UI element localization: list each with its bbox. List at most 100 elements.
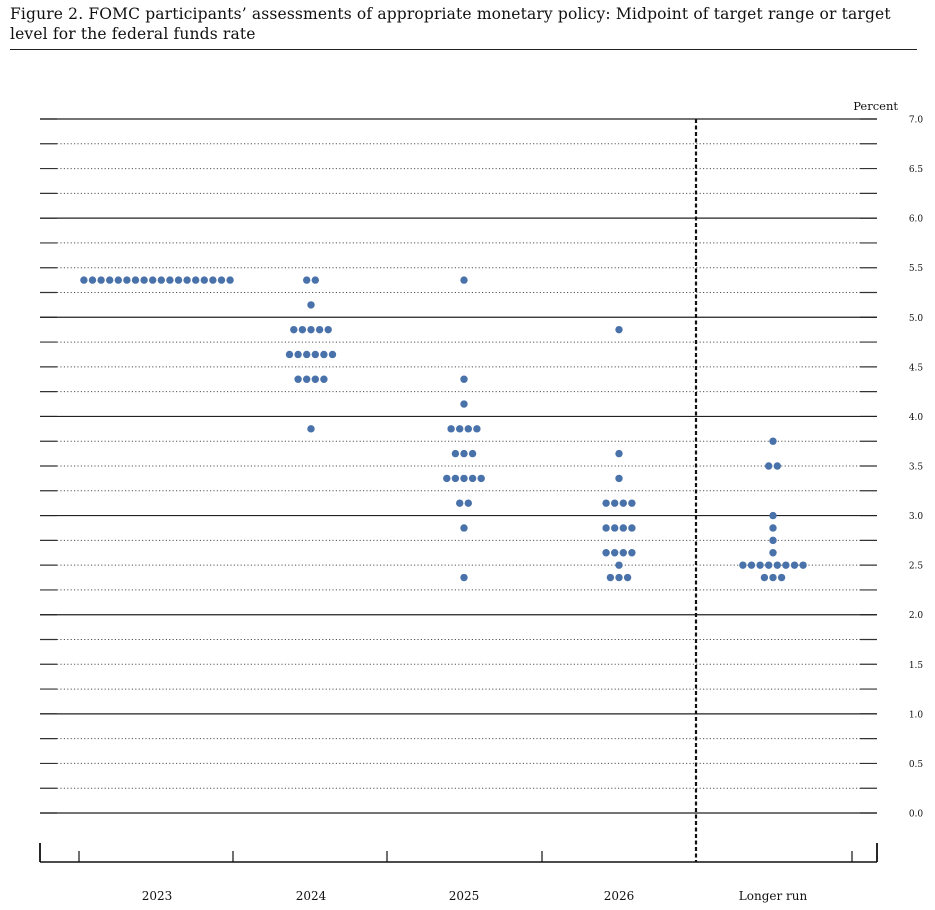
participant-dot [294, 375, 302, 383]
participant-dot [611, 524, 619, 532]
participant-dot [769, 536, 777, 545]
participant-dot [311, 276, 319, 284]
participant-dot [628, 499, 636, 507]
participant-dot [320, 375, 328, 383]
participant-dot [456, 499, 464, 507]
participant-dot [157, 276, 165, 284]
participant-dot [303, 276, 311, 284]
participant-dot [303, 350, 311, 359]
participant-dot [760, 573, 769, 582]
participant-dot [769, 524, 777, 532]
participant-dot [460, 524, 468, 532]
participant-dot [739, 561, 747, 569]
participant-dot [460, 276, 468, 284]
participant-dot [114, 276, 123, 284]
y-axis-label: Percent [853, 99, 898, 113]
participant-dot [769, 573, 777, 582]
participant-dot [460, 474, 468, 483]
participant-dot [765, 462, 773, 470]
participant-dot [149, 276, 157, 284]
participant-dot [769, 437, 777, 445]
participant-dot [443, 474, 451, 483]
participant-dot [294, 350, 302, 359]
participant-dot [756, 561, 764, 569]
y-tick-label: 7.0 [909, 116, 924, 126]
participant-dot [468, 449, 477, 458]
x-category-label: 2026 [604, 889, 635, 903]
participant-dot [464, 499, 472, 507]
participant-dot [619, 499, 627, 507]
y-tick-label: 6.0 [909, 215, 924, 225]
participant-dot [97, 276, 105, 284]
y-tick-label: 0.5 [909, 760, 924, 770]
participant-dot [611, 549, 619, 557]
x-category-label: 2023 [142, 889, 173, 903]
participant-dot [628, 549, 636, 557]
participant-dot [623, 573, 632, 582]
participant-dot [615, 474, 623, 483]
participant-dot [460, 375, 468, 383]
participant-dot [174, 276, 183, 284]
participant-dot [307, 301, 315, 309]
participant-dot [226, 276, 234, 284]
participant-dot [468, 474, 477, 483]
participant-dot [303, 375, 311, 383]
participant-dot [311, 375, 319, 383]
participant-dot [285, 350, 294, 359]
participant-dot [307, 325, 315, 334]
participant-dot [80, 276, 88, 284]
participant-dot [200, 276, 208, 284]
x-category-label: 2025 [449, 889, 480, 903]
y-tick-label: 1.0 [909, 710, 924, 720]
figure-title: Figure 2. FOMC participants’ assessments… [10, 5, 891, 43]
participant-dot [166, 276, 174, 284]
participant-dot [290, 325, 298, 334]
participant-dot [140, 276, 148, 284]
participant-dot [473, 425, 481, 433]
y-tick-label: 6.5 [909, 165, 924, 175]
participant-dot [602, 524, 610, 532]
participant-dot [456, 425, 464, 433]
participant-dot [460, 573, 468, 582]
participant-dot [782, 561, 790, 569]
y-tick-label: 3.5 [909, 463, 924, 473]
y-tick-label: 2.0 [909, 611, 924, 621]
participant-dot [464, 425, 472, 433]
y-tick-label: 3.0 [909, 512, 924, 522]
participant-dot [328, 350, 337, 359]
y-tick-label: 0.0 [909, 810, 924, 820]
participant-dot [769, 549, 777, 557]
participant-dot [602, 549, 610, 557]
participant-dot [324, 325, 332, 334]
x-category-label: Longer run [739, 889, 808, 903]
y-tick-label: 4.0 [909, 413, 924, 423]
participant-dot [790, 561, 799, 569]
participant-dot [183, 276, 191, 284]
participant-dot [606, 573, 615, 582]
participant-dot [315, 325, 324, 334]
y-tick-label: 2.5 [909, 562, 924, 572]
participant-dot [447, 425, 455, 433]
participant-dot [615, 561, 623, 569]
participant-dot [131, 276, 140, 284]
x-category-label: 2024 [296, 889, 327, 903]
y-tick-label: 1.5 [909, 661, 924, 671]
y-tick-label: 4.5 [909, 363, 924, 373]
participant-dot [298, 325, 307, 334]
participant-dot [451, 449, 460, 458]
participant-dot [615, 573, 623, 582]
participant-dot [451, 474, 460, 483]
y-tick-label: 5.5 [909, 264, 924, 274]
participant-dot [765, 561, 773, 569]
participant-dot [747, 561, 756, 569]
participant-dot [307, 425, 315, 433]
participant-dot [619, 549, 627, 557]
title-rule [10, 49, 917, 50]
participant-dot [615, 325, 623, 334]
participant-dot [460, 449, 468, 458]
participant-dot [769, 511, 777, 520]
participant-dot [773, 462, 781, 470]
participant-dot [311, 350, 319, 359]
participant-dot [628, 524, 636, 532]
